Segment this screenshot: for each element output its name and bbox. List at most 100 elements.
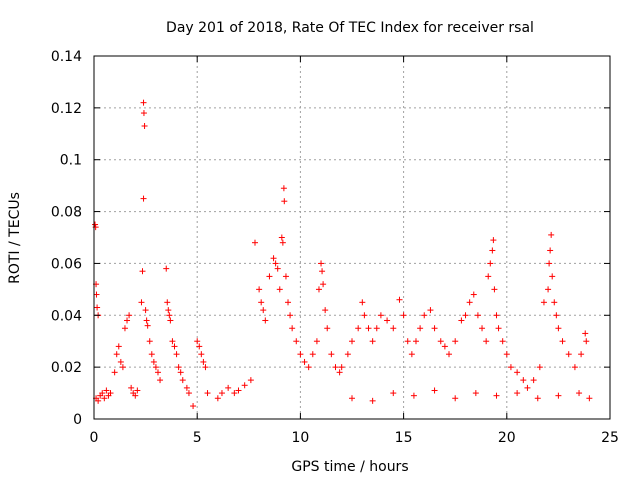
data-point — [270, 255, 277, 262]
data-point — [583, 338, 590, 345]
data-point — [175, 364, 182, 371]
data-point — [272, 260, 279, 267]
data-point — [140, 99, 147, 106]
plot-frame — [93, 55, 611, 420]
data-point — [262, 317, 269, 324]
data-point — [126, 312, 133, 319]
data-point — [524, 384, 531, 391]
data-point — [549, 273, 556, 280]
data-point — [148, 351, 155, 358]
y-tick-label: 0.14 — [51, 49, 82, 65]
data-point — [146, 338, 153, 345]
data-point — [301, 358, 308, 365]
data-point — [289, 325, 296, 332]
y-tick-label: 0.06 — [51, 256, 82, 272]
data-point — [491, 286, 498, 293]
data-point — [493, 312, 500, 319]
data-point — [404, 338, 411, 345]
data-point — [115, 343, 122, 350]
data-point — [111, 369, 118, 376]
data-point — [279, 239, 286, 246]
data-point — [200, 358, 207, 365]
data-point — [431, 325, 438, 332]
data-point — [164, 299, 171, 306]
data-point — [138, 299, 145, 306]
data-point — [338, 364, 345, 371]
data-point — [551, 299, 558, 306]
data-point — [196, 343, 203, 350]
data-point — [92, 221, 99, 228]
data-point — [177, 369, 184, 376]
data-point — [534, 395, 541, 402]
data-point — [293, 338, 300, 345]
data-point — [143, 317, 150, 324]
data-point — [173, 351, 180, 358]
data-point — [514, 369, 521, 376]
chart-title: Day 201 of 2018, Rate Of TEC Index for r… — [166, 20, 534, 36]
data-point — [365, 325, 372, 332]
data-point — [285, 299, 292, 306]
data-point — [470, 291, 477, 298]
data-point — [218, 390, 225, 397]
data-point — [276, 286, 283, 293]
data-point — [282, 273, 289, 280]
data-point — [400, 312, 407, 319]
data-point — [490, 237, 497, 244]
data-point — [548, 231, 555, 238]
data-point — [410, 392, 417, 399]
data-point — [582, 330, 589, 337]
data-point — [198, 351, 205, 358]
data-point — [278, 234, 285, 241]
data-point — [179, 377, 186, 384]
data-point — [169, 338, 176, 345]
data-point — [297, 351, 304, 358]
data-point — [555, 392, 562, 399]
grid-lines — [94, 56, 610, 419]
data-point — [489, 247, 496, 254]
data-point — [483, 338, 490, 345]
data-point — [559, 338, 566, 345]
data-point — [163, 265, 170, 272]
data-point — [514, 390, 521, 397]
data-point — [260, 307, 267, 314]
data-point — [349, 395, 355, 402]
data-point — [369, 338, 376, 345]
data-point — [154, 369, 161, 376]
data-point — [487, 260, 494, 267]
y-tick-label: 0.08 — [51, 205, 82, 221]
data-points — [92, 99, 593, 410]
data-point — [553, 312, 560, 319]
data-point — [167, 317, 174, 324]
data-point — [315, 286, 322, 293]
data-point — [152, 364, 159, 371]
data-point — [95, 397, 102, 404]
data-point — [431, 387, 438, 394]
data-point — [571, 364, 578, 371]
data-point — [452, 395, 459, 402]
data-point — [384, 317, 391, 324]
data-point — [547, 247, 554, 254]
data-point — [150, 358, 157, 365]
data-point — [355, 325, 362, 332]
data-point — [479, 325, 486, 332]
data-point — [349, 338, 355, 345]
data-point — [124, 317, 131, 324]
y-tick-label: 0.04 — [51, 308, 82, 324]
data-point — [322, 307, 329, 314]
data-point — [94, 304, 101, 311]
data-point — [578, 351, 585, 358]
data-point — [119, 364, 126, 371]
data-point — [142, 307, 149, 314]
data-point — [441, 343, 448, 350]
data-point — [132, 392, 139, 399]
y-tick-label: 0.1 — [60, 153, 82, 169]
data-point — [344, 351, 351, 358]
data-point — [251, 239, 258, 246]
data-point — [485, 273, 492, 280]
data-point — [241, 382, 248, 389]
data-point — [313, 338, 320, 345]
data-point — [121, 325, 128, 332]
data-point — [165, 307, 172, 314]
data-point — [183, 384, 190, 391]
data-point — [128, 384, 135, 391]
